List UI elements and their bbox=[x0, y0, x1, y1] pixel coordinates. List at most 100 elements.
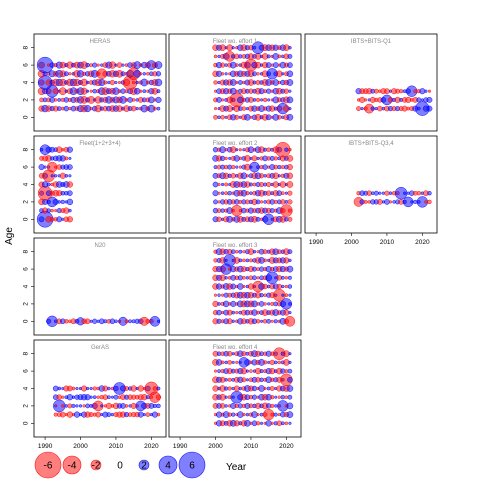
bubble bbox=[384, 199, 390, 205]
bubble bbox=[416, 191, 422, 196]
bubble bbox=[427, 190, 432, 196]
bubble bbox=[145, 412, 151, 417]
bubble bbox=[85, 80, 90, 85]
bubble bbox=[227, 360, 232, 365]
bubble bbox=[66, 198, 74, 206]
bubble bbox=[78, 404, 83, 408]
bubble bbox=[213, 369, 218, 373]
bubble bbox=[96, 63, 100, 67]
bubble bbox=[258, 301, 265, 307]
bubble bbox=[272, 62, 279, 69]
bubble bbox=[280, 421, 285, 426]
bubble bbox=[92, 318, 98, 324]
bubble bbox=[270, 395, 275, 400]
bubble bbox=[245, 378, 249, 382]
bubble bbox=[85, 386, 90, 391]
bubble bbox=[284, 316, 296, 327]
bubble bbox=[255, 319, 261, 324]
bubble bbox=[216, 97, 222, 103]
legend-entry: 2 bbox=[138, 459, 150, 472]
legend-bubble bbox=[34, 451, 62, 479]
bubble bbox=[89, 319, 93, 323]
bubble bbox=[213, 80, 218, 85]
bubble bbox=[61, 404, 65, 408]
bubble bbox=[377, 199, 383, 205]
bubble bbox=[288, 302, 292, 306]
bubble bbox=[64, 319, 69, 324]
bubble bbox=[255, 421, 261, 426]
bubble bbox=[92, 386, 97, 391]
bubble bbox=[85, 403, 90, 409]
bubble bbox=[220, 182, 225, 187]
bubble bbox=[224, 72, 228, 76]
bubble bbox=[288, 258, 292, 263]
bubble bbox=[276, 283, 282, 290]
bubble bbox=[227, 412, 232, 417]
bubble bbox=[284, 276, 289, 280]
bubble bbox=[284, 421, 289, 426]
bubble bbox=[274, 404, 278, 408]
y-tick-label: 4 bbox=[23, 80, 30, 84]
bubble bbox=[273, 319, 278, 324]
bubble bbox=[154, 61, 163, 69]
bubble bbox=[213, 165, 218, 170]
bubble bbox=[224, 395, 228, 399]
bubble bbox=[288, 45, 292, 50]
y-tick-label: 8 bbox=[23, 148, 30, 152]
x-tick-label: 2000 bbox=[208, 443, 223, 450]
bubble bbox=[259, 377, 264, 383]
bubble bbox=[220, 293, 225, 297]
bubble bbox=[273, 360, 278, 365]
bubble bbox=[286, 181, 294, 188]
bubble bbox=[217, 191, 221, 195]
bubble bbox=[277, 174, 281, 178]
bubble bbox=[56, 216, 63, 223]
bubble bbox=[146, 72, 150, 76]
bubble bbox=[267, 302, 271, 306]
bubble bbox=[256, 276, 260, 280]
bubble bbox=[49, 97, 56, 103]
bubble bbox=[287, 199, 293, 205]
bubble bbox=[410, 200, 414, 204]
bubble bbox=[124, 319, 129, 324]
bubble bbox=[245, 412, 250, 417]
bubble bbox=[281, 293, 285, 297]
bubble bbox=[212, 190, 219, 197]
bubble bbox=[231, 360, 235, 364]
bubble bbox=[281, 72, 285, 76]
bubble bbox=[242, 148, 246, 152]
bubble bbox=[288, 352, 292, 356]
bubble bbox=[377, 105, 383, 112]
y-tick-label: 4 bbox=[23, 284, 30, 288]
bubble bbox=[113, 394, 119, 400]
bubble bbox=[64, 404, 69, 408]
bubble bbox=[259, 200, 264, 204]
bubble bbox=[60, 199, 65, 205]
bubble bbox=[89, 89, 93, 93]
bubble bbox=[224, 191, 229, 196]
bubble bbox=[220, 72, 225, 76]
bubble bbox=[359, 96, 366, 103]
bubble bbox=[424, 89, 428, 93]
legend-label: 4 bbox=[165, 461, 171, 472]
panel: Fleet wo. effort 2 bbox=[168, 135, 302, 234]
bubble bbox=[235, 80, 239, 85]
x-tick-label: 2010 bbox=[380, 239, 395, 246]
y-tick-label: 0 bbox=[23, 115, 30, 119]
bubble bbox=[66, 181, 73, 188]
bubble bbox=[280, 199, 286, 205]
bubble bbox=[227, 190, 232, 196]
bubble bbox=[43, 165, 47, 169]
bubble bbox=[245, 276, 250, 280]
bubble bbox=[139, 89, 143, 93]
bubble bbox=[213, 107, 218, 111]
x-tick-label: 2010 bbox=[244, 443, 259, 450]
bubble bbox=[252, 266, 257, 272]
bubble bbox=[266, 181, 272, 188]
bubble bbox=[427, 89, 432, 93]
bubble bbox=[231, 46, 235, 50]
bubble bbox=[114, 80, 118, 85]
bubble bbox=[286, 385, 294, 392]
panel: Fleet wo. effort 3 bbox=[168, 237, 302, 336]
